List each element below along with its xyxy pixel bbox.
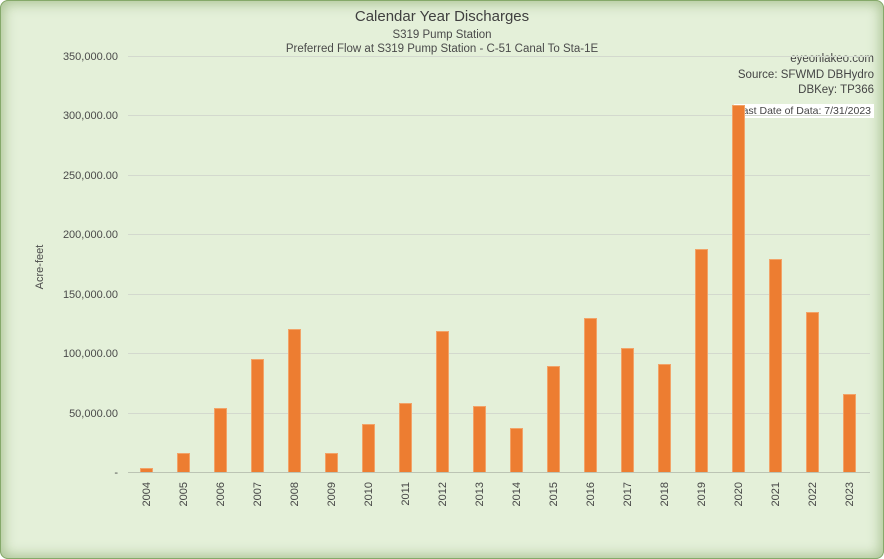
last-date-note: Last Date of Data: 7/31/2023 <box>733 104 874 118</box>
x-axis-tick-label: 2010 <box>362 482 375 507</box>
y-axis-tick-label: 50,000.00 <box>69 407 118 420</box>
x-axis-tick-label: 2014 <box>510 482 523 507</box>
x-axis-tick-label: 2020 <box>732 482 745 507</box>
gridline <box>128 115 870 117</box>
x-axis: 2004 2005 2006 2007 2008 2009 2010 2011 2012 2013… <box>128 478 870 520</box>
x-axis-tick-label: 2019 <box>695 482 708 507</box>
bar-2008 <box>288 328 301 472</box>
bar-2016 <box>584 317 597 472</box>
bar-2011 <box>399 403 412 472</box>
x-axis-tick-label: 2008 <box>288 482 301 507</box>
x-axis-tick-label: 2016 <box>584 482 597 507</box>
bar-2022 <box>806 311 819 472</box>
bar-2015 <box>547 366 560 472</box>
y-axis-tick-label: 300,000.00 <box>62 110 118 123</box>
bar-2018 <box>658 363 671 472</box>
bar-2020 <box>732 104 745 472</box>
gridline <box>128 56 870 57</box>
bar-2019 <box>695 248 708 472</box>
y-axis-tick-label: 200,000.00 <box>62 229 118 242</box>
bar-2017 <box>621 348 634 472</box>
x-axis-tick-label: 2005 <box>177 482 190 507</box>
x-axis-tick-label: 2009 <box>325 482 338 507</box>
gridline <box>128 353 870 355</box>
bar-2023 <box>843 393 856 472</box>
gridline <box>128 293 870 295</box>
bar-2021 <box>769 259 782 472</box>
bar-2010 <box>362 423 375 472</box>
bar-2012 <box>436 330 449 472</box>
x-axis-tick-label: 2004 <box>140 482 153 507</box>
x-axis-tick-label: 2013 <box>473 482 486 507</box>
x-axis-tick-label: 2012 <box>436 482 449 507</box>
y-axis: - 50,000.00 100,000.00 150,000.00 200,000.00… <box>0 51 118 479</box>
chart-title: Calendar Year Discharges <box>354 8 530 25</box>
x-axis-tick-label: 2011 <box>399 482 412 506</box>
gridline <box>128 174 870 176</box>
x-axis-tick-label: 2006 <box>214 482 227 507</box>
y-axis-tick-label: 350,000.00 <box>62 51 118 63</box>
y-axis-tick-label: - <box>114 467 118 479</box>
chart-subtitle-2: Preferred Flow at S319 Pump Station - C-… <box>285 43 599 55</box>
y-axis-tick-label: 250,000.00 <box>62 169 118 182</box>
y-axis-tick-label: 150,000.00 <box>62 288 118 301</box>
x-axis-tick-label: 2018 <box>658 482 671 507</box>
chart-subtitle: S319 Pump Station <box>392 29 492 41</box>
bar-2009 <box>325 452 338 472</box>
bar-2006 <box>214 407 227 472</box>
bar-2014 <box>510 428 523 472</box>
bar-2004 <box>140 468 153 472</box>
x-axis-line <box>128 472 870 473</box>
x-axis-tick-label: 2007 <box>251 482 264 507</box>
x-axis-tick-label: 2017 <box>621 482 634 507</box>
gridline <box>128 412 870 414</box>
bar-2005 <box>177 452 190 472</box>
x-axis-tick-label: 2015 <box>547 482 560 507</box>
plot-area <box>128 56 870 473</box>
x-axis-tick-label: 2023 <box>843 482 856 507</box>
x-axis-tick-label: 2022 <box>806 482 819 507</box>
dbkey-note: DBKey: TP366 <box>798 84 874 96</box>
x-axis-tick-label: 2021 <box>769 482 782 507</box>
source-note: Source: SFWMD DBHydro <box>737 68 874 81</box>
bar-2013 <box>473 406 486 472</box>
bar-2007 <box>251 358 264 472</box>
y-axis-tick-label: 100,000.00 <box>62 348 118 361</box>
gridline <box>128 234 870 236</box>
